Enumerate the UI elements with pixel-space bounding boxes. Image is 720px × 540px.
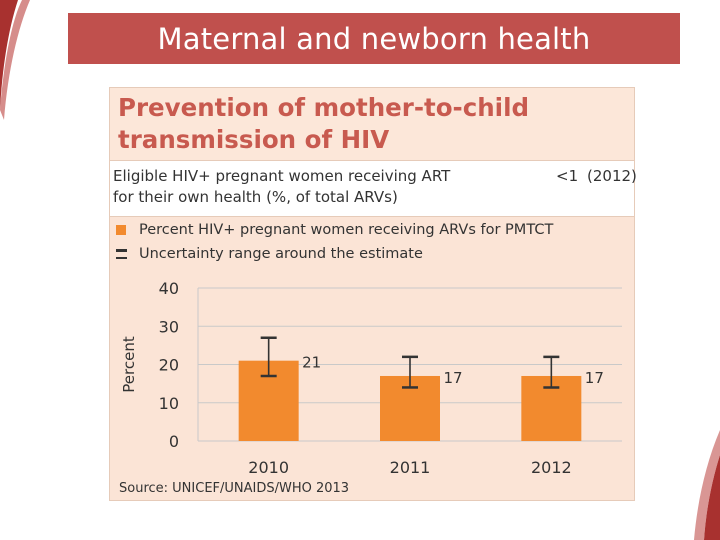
legend-uncertainty-label: Uncertainty range around the estimate	[139, 246, 423, 262]
bar-chart: 0 10 20 30 40 Percent 21 2010 17 2011 17 2012	[120, 279, 622, 477]
legend-bar-swatch-icon	[116, 225, 126, 235]
legend-series-label: Percent HIV+ pregnant women receiving AR…	[139, 222, 554, 238]
infographic-card: Prevention of mother-to-child transmissi…	[109, 87, 637, 501]
card-heading: Prevention of mother-to-child transmissi…	[118, 93, 530, 154]
y-tick-label: 40	[159, 279, 179, 298]
legend-series: Percent HIV+ pregnant women receiving AR…	[116, 219, 553, 241]
slide-title: Maternal and newborn health	[157, 21, 591, 56]
source-note: Source: UNICEF/UNAIDS/WHO 2013	[119, 481, 350, 496]
eligible-label: Eligible HIV+ pregnant women receiving A…	[113, 167, 451, 206]
slide-title-bar: Maternal and newborn health	[68, 13, 680, 64]
chart-area: 0 10 20 30 40 Percent 21 2010 17 2011 17 2012	[110, 268, 634, 500]
y-tick-label: 20	[159, 356, 179, 375]
legend-uncertainty: Uncertainty range around the estimate	[116, 243, 423, 265]
chart-legend: Percent HIV+ pregnant women receiving AR…	[110, 218, 634, 268]
card-header: Prevention of mother-to-child transmissi…	[110, 88, 634, 160]
data-label-2010: 21	[302, 354, 321, 372]
x-tick-label-2010: 2010	[248, 458, 289, 477]
x-tick-label-2011: 2011	[390, 458, 431, 477]
y-tick-label: 30	[159, 317, 179, 336]
eligible-year: (2012)	[587, 167, 637, 185]
y-axis-label: Percent	[120, 336, 138, 393]
legend-error-bar-icon	[116, 248, 127, 260]
y-tick-label: 10	[159, 394, 179, 413]
y-tick-label: 0	[169, 432, 179, 451]
eligible-value: <1	[556, 167, 579, 185]
data-label-2012: 17	[585, 369, 604, 387]
x-tick-label-2012: 2012	[531, 458, 572, 477]
data-label-2011: 17	[443, 369, 462, 387]
eligible-row: Eligible HIV+ pregnant women receiving A…	[110, 160, 637, 217]
